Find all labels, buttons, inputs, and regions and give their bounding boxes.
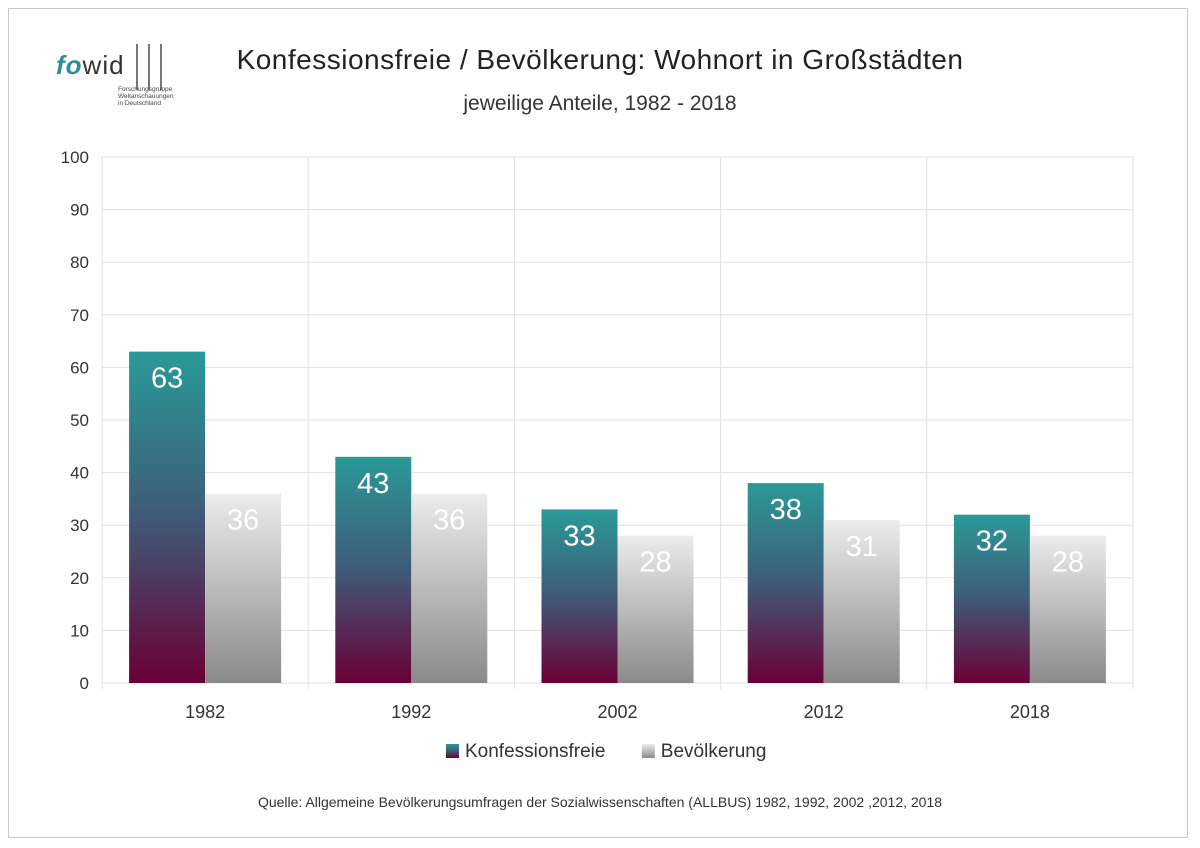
chart-frame	[8, 8, 1188, 838]
x-tick-label: 2002	[597, 702, 637, 722]
x-tick-label: 1992	[391, 702, 431, 722]
y-tick-label: 20	[70, 569, 89, 588]
bar-bevoelkerung	[1029, 535, 1106, 683]
data-label: 33	[563, 520, 595, 552]
bar-konfessionsfreie	[541, 509, 618, 683]
y-tick-label: 50	[70, 411, 89, 430]
source-note: Quelle: Allgemeine Bevölkerungsumfragen …	[257, 794, 943, 810]
legend-label: Bevölkerung	[661, 741, 767, 762]
x-tick-label: 2018	[1010, 702, 1050, 722]
bar-bevoelkerung	[823, 519, 900, 683]
bar-bevoelkerung	[411, 493, 488, 683]
data-label: 28	[1052, 547, 1084, 579]
data-label: 28	[639, 547, 671, 579]
data-label: 43	[357, 468, 389, 500]
logo-bars-icon	[136, 44, 162, 90]
bar-konfessionsfreie	[129, 351, 206, 683]
x-tick-label: 1982	[185, 702, 225, 722]
legend-swatch	[641, 744, 655, 758]
legend-swatch	[446, 744, 459, 758]
data-label: 36	[227, 505, 259, 537]
logo-wordmark: fowid	[56, 50, 125, 81]
chart-subtitle: jeweilige Anteile, 1982 - 2018	[463, 92, 737, 115]
bar-konfessionsfreie	[953, 514, 1030, 683]
fowid-logo: fowid Forschungsgruppe Weltanschauungen …	[56, 42, 186, 114]
chart-title: Konfessionsfreie / Bevölkerung: Wohnort …	[236, 44, 964, 75]
y-tick-label: 60	[70, 358, 89, 377]
y-tick-label: 100	[61, 148, 89, 167]
data-label: 38	[770, 494, 802, 526]
data-label: 32	[976, 526, 1008, 558]
y-tick-label: 0	[80, 674, 89, 693]
data-label: 31	[846, 531, 878, 563]
bar-bevoelkerung	[617, 535, 694, 683]
bar-bevoelkerung	[205, 493, 282, 683]
legend-label: Konfessionsfreie	[465, 741, 605, 762]
logo-fo: fo	[56, 50, 83, 80]
x-tick-label: 2012	[804, 702, 844, 722]
logo-wid: wid	[82, 50, 125, 80]
data-label: 36	[433, 505, 465, 537]
bar-konfessionsfreie	[747, 483, 824, 683]
bar-konfessionsfreie	[335, 456, 412, 683]
y-tick-label: 80	[70, 253, 89, 272]
y-tick-label: 10	[70, 621, 89, 640]
logo-subtitle: Forschungsgruppe Weltanschauungen in Deu…	[118, 86, 174, 107]
y-tick-label: 40	[70, 464, 89, 483]
y-tick-label: 90	[70, 201, 89, 220]
y-tick-label: 30	[70, 516, 89, 535]
data-label: 63	[151, 363, 183, 395]
y-tick-label: 70	[70, 306, 89, 325]
